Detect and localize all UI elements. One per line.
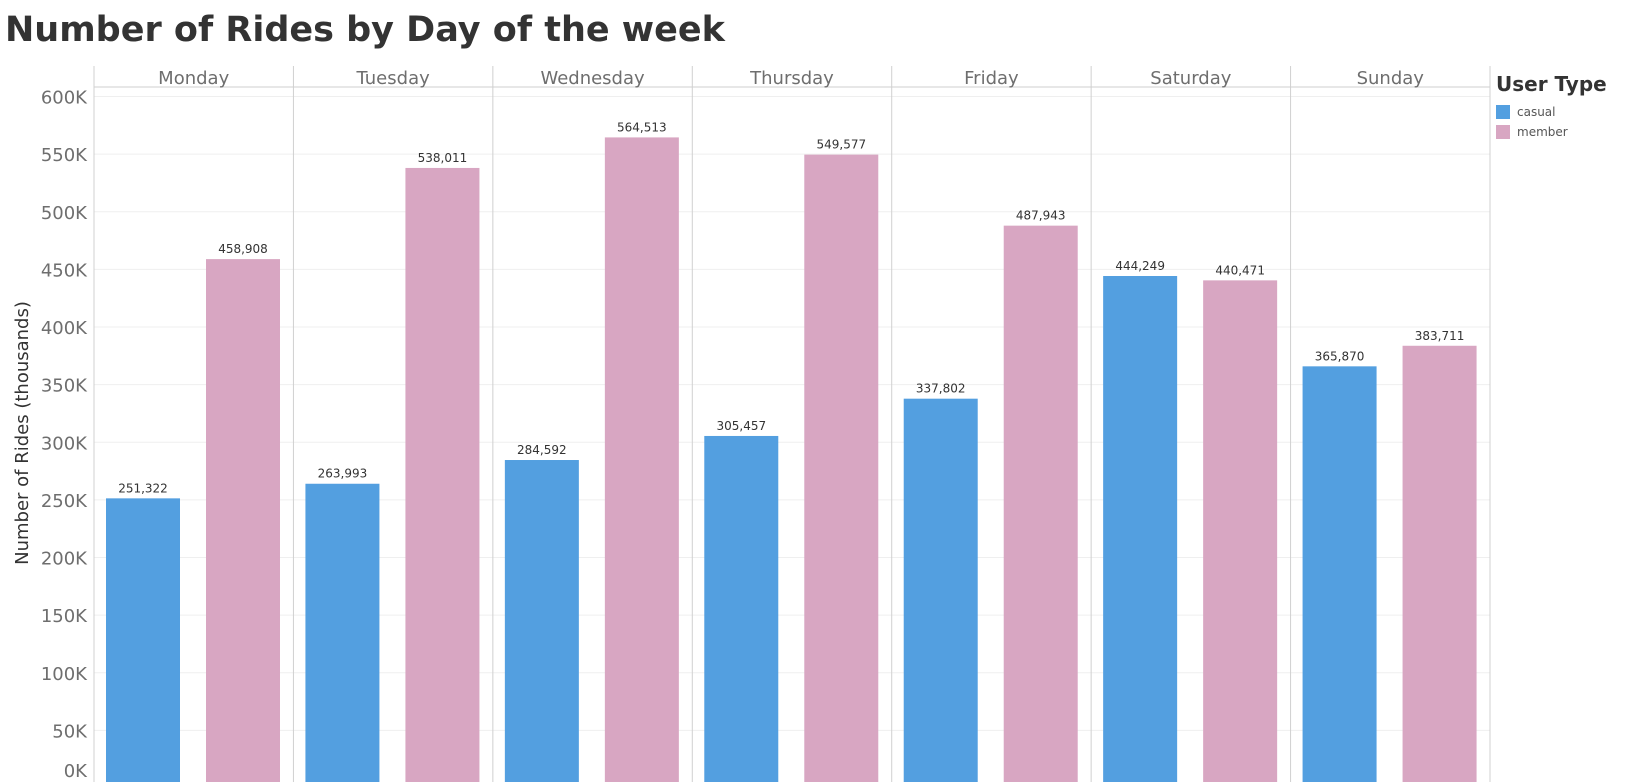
y-tick-label: 500K [41,203,88,224]
bar-casual [704,435,779,782]
y-tick-label: 400K [41,318,88,339]
data-label-member: 383,711 [1415,329,1465,343]
day-label: Saturday [1150,68,1231,89]
legend-label: member [1517,125,1568,139]
legend-label: casual [1517,105,1556,119]
bar-member [405,167,480,782]
chart-title: Number of Rides by Day of the week [5,10,725,50]
data-label-member: 549,577 [816,138,866,152]
data-label-casual: 263,993 [318,467,368,481]
data-label-member: 440,471 [1215,263,1265,277]
data-label-casual: 444,249 [1115,259,1165,273]
y-tick-label: 0K [64,761,88,782]
day-label: Tuesday [356,68,431,89]
y-tick-label: 150K [41,606,88,627]
bar-member [1003,225,1078,782]
legend-item-casual[interactable]: casual [1496,102,1607,122]
day-panels: Monday Tuesday Wednesday Thursday Friday Satu… [93,66,1491,782]
day-label: Sunday [1357,68,1425,89]
bar-member [804,154,879,782]
bar-casual [1302,366,1377,782]
bar-member [1402,345,1477,782]
legend-item-member[interactable]: member [1496,122,1607,142]
bar-casual [106,498,180,782]
y-axis-label: Number of Rides (thousands) [12,301,33,565]
day-label: Monday [158,68,229,89]
data-label-casual: 305,457 [716,419,766,433]
bar-casual [1103,276,1178,782]
bars [106,137,1477,782]
legend: User Type casual member [1496,72,1607,142]
day-label: Wednesday [540,68,645,89]
data-label-casual: 251,322 [118,481,168,495]
y-tick-label: 550K [41,145,88,166]
legend-title: User Type [1496,72,1607,96]
bar-member [206,259,280,782]
day-label: Friday [964,68,1019,89]
data-label-casual: 337,802 [916,382,966,396]
data-label-casual: 365,870 [1315,349,1365,363]
y-tick-label: 600K [41,88,88,109]
data-label-member: 538,011 [418,151,468,165]
legend-items: casual member [1496,102,1607,142]
day-label: Thursday [749,68,834,89]
y-tick-label: 300K [41,433,88,454]
bar-casual [903,398,978,782]
legend-swatch [1496,125,1510,139]
data-label-member: 458,908 [218,242,268,256]
data-label-member: 564,513 [617,120,667,134]
y-tick-label: 250K [41,491,88,512]
data-label-member: 487,943 [1016,209,1066,223]
bar-casual [305,483,380,782]
gridlines [94,96,1490,731]
legend-swatch [1496,105,1510,119]
bar-member [1203,280,1278,782]
y-axis-ticks: 0K 50K 100K 150K 200K 250K 300K 350K 400K 450K 500… [41,88,88,782]
y-tick-label: 200K [41,549,88,570]
data-labels: 251,322 263,993 284,592 305,457 337,802 444,2… [118,120,1464,495]
data-label-casual: 284,592 [517,443,567,457]
y-tick-label: 50K [52,721,88,742]
y-tick-label: 350K [41,376,88,397]
bar-member [604,137,679,782]
y-tick-label: 100K [41,664,88,685]
bar-casual [504,460,579,782]
y-tick-label: 450K [41,260,88,281]
